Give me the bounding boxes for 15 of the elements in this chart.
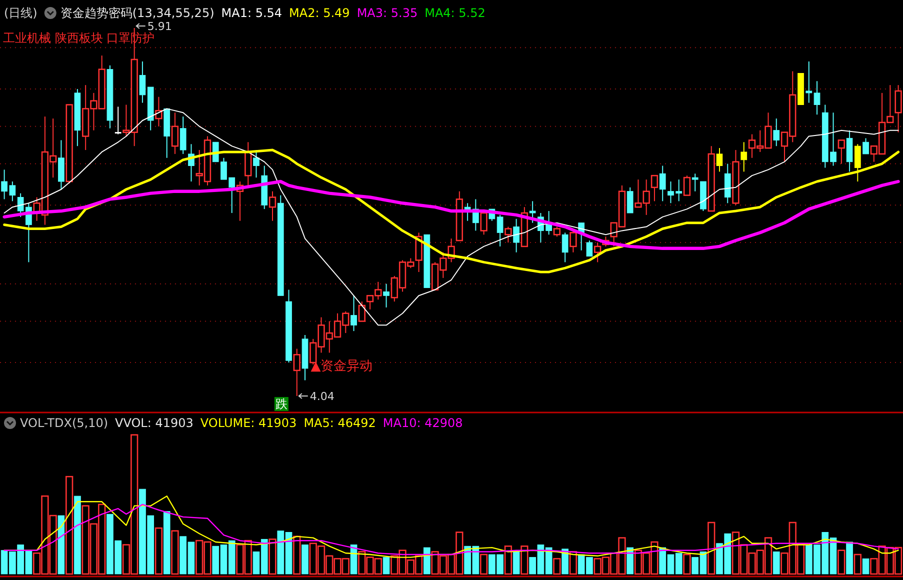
text: MA3: 5.35 xyxy=(356,6,418,20)
text: MA5: 46492 xyxy=(304,416,376,430)
chart-title: (日线) xyxy=(4,6,38,20)
annotation: ▲资金异动 xyxy=(310,359,373,374)
text: MA1: 5.54 xyxy=(221,6,282,20)
text: MA4: 5.52 xyxy=(424,6,486,20)
text: 跌 xyxy=(275,397,288,411)
text: VOLUME: 41903 xyxy=(200,416,297,430)
chart-title: VOL-TDX(5,10) xyxy=(20,416,108,430)
text: VVOL: 41903 xyxy=(115,416,194,430)
chart-subtitle: 资金趋势密码(13,34,55,25) xyxy=(60,6,214,20)
text: MA10: 42908 xyxy=(382,416,463,430)
text: MA2: 5.49 xyxy=(289,6,350,20)
annotation: 4.04 xyxy=(310,390,334,403)
annotation: 5.91 xyxy=(147,20,172,33)
